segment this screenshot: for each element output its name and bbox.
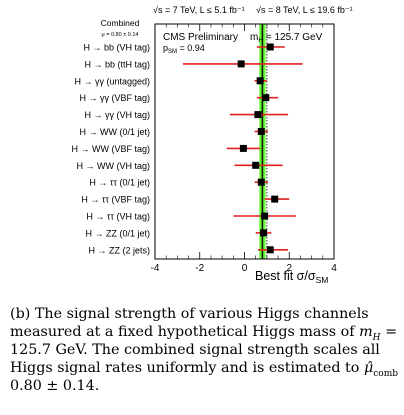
channel-row: H → WW (VH tag)	[77, 161, 283, 171]
psm-value: = 0.94	[177, 43, 205, 53]
x-tick-label: -4	[151, 263, 160, 274]
channel-label: H → WW (VBF tag)	[72, 144, 151, 154]
channel-row: H → ZZ (0/1 jet)	[85, 228, 272, 238]
caption-mu-subscript: comb	[373, 368, 398, 379]
in-plot-annotations: CMS Preliminary mH = 125.7 GeV pSM = 0.9…	[163, 32, 323, 55]
channel-row: H → γγ (VH tag)	[84, 110, 289, 120]
mass-symbol: m	[250, 32, 258, 43]
psm-subscript: SM	[168, 49, 177, 55]
channel-row: H → ττ (0/1 jet)	[89, 178, 268, 188]
best-fit-point	[271, 195, 279, 203]
psm-annotation: pSM = 0.94	[163, 43, 205, 55]
x-axis-label-sub: SM	[316, 275, 329, 285]
signal-strength-figure: √s = 7 TeV, L ≤ 5.1 fb⁻¹ √s = 8 TeV, L ≤…	[72, 5, 353, 285]
channel-label: H → ττ (VBF tag)	[81, 195, 150, 205]
caption-mass-subscript: H	[372, 332, 381, 343]
header-left: √s = 7 TeV, L ≤ 5.1 fb⁻¹	[153, 5, 245, 15]
best-fit-point	[260, 229, 268, 237]
mass-annotation: mH = 125.7 GeV	[250, 32, 323, 44]
caption-line-2-text: measured at a fixed hypothetical Higgs m…	[10, 324, 360, 340]
channel-row: H → γγ (untagged)	[74, 76, 267, 86]
caption-line-4: Higgs signal rates uniformly and is esti…	[10, 359, 404, 383]
channel-row: H → bb (VH tag)	[83, 43, 285, 53]
best-fit-point	[237, 60, 245, 68]
x-tick-label: 4	[331, 263, 337, 274]
channel-row: H → WW (VBF tag)	[72, 144, 261, 154]
caption-line-3: 125.7 GeV. The combined signal strength …	[10, 342, 380, 358]
x-axis-label-main: Best fit σ/σ	[255, 269, 316, 283]
channel-label: H → γγ (VBF tag)	[79, 93, 150, 103]
caption-line-2-end: =	[380, 324, 398, 340]
best-fit-point	[254, 111, 262, 119]
plot-frame	[154, 23, 335, 260]
x-axis-label: Best fit σ/σSM	[255, 269, 328, 285]
channel-label: H → γγ (untagged)	[74, 76, 150, 86]
channel-label: H → γγ (VH tag)	[84, 110, 150, 120]
combined-value-label: μ = 0.80 ± 0.14	[102, 32, 139, 38]
best-fit-point	[257, 128, 265, 135]
channel-label: H → bb (VH tag)	[83, 43, 150, 53]
best-fit-point	[257, 178, 265, 186]
caption-line-4-text: Higgs signal rates uniformly and is esti…	[10, 360, 364, 376]
x-axis-ticks: -4 -2 0 2 4	[151, 24, 337, 274]
channel-label: H → ZZ (2 jets)	[88, 245, 150, 255]
plot-border	[154, 23, 335, 260]
mass-value: = 125.7 GeV	[263, 32, 323, 43]
x-tick-label: 2	[286, 263, 292, 274]
combined-label: Combined	[101, 18, 140, 28]
channel-label: H → bb (ttH tag)	[84, 59, 150, 69]
psm-symbol: p	[163, 43, 168, 53]
caption-mu-hat: μ̂	[363, 360, 374, 376]
best-fit-point	[266, 43, 274, 51]
channel-label: H → ττ (0/1 jet)	[89, 178, 150, 188]
caption-line-5: 0.80 ± 0.14.	[10, 378, 100, 394]
channel-label: H → ττ (VH tag)	[86, 212, 150, 222]
channel-rows: H → bb (VH tag) H → bb (ttH tag) H → γγ (u…	[72, 43, 303, 255]
combined-label-group: Combined μ = 0.80 ± 0.14	[101, 18, 140, 38]
channel-label: H → WW (VH tag)	[77, 161, 151, 171]
cms-preliminary-label: CMS Preliminary	[163, 32, 238, 43]
plot-header: √s = 7 TeV, L ≤ 5.1 fb⁻¹ √s = 8 TeV, L ≤…	[153, 5, 353, 15]
caption-mass-symbol: m	[359, 324, 373, 340]
best-fit-point	[239, 144, 247, 152]
channel-label: H → ZZ (0/1 jet)	[85, 228, 150, 238]
x-tick-label: 0	[242, 263, 248, 274]
best-fit-point	[266, 246, 274, 254]
channel-label: H → WW (0/1 jet)	[79, 127, 150, 137]
best-fit-point	[256, 77, 264, 85]
caption-line-2: measured at a fixed hypothetical Higgs m…	[10, 323, 398, 347]
best-fit-point	[252, 161, 260, 169]
x-tick-label: -2	[195, 263, 204, 274]
best-fit-point	[261, 212, 269, 220]
channel-row: H → γγ (VBF tag)	[79, 93, 279, 103]
header-right: √s = 8 TeV, L ≤ 19.6 fb⁻¹	[256, 5, 353, 15]
caption-line-1: (b) The signal strength of various Higgs…	[10, 306, 369, 322]
caption-line-4-end: =	[398, 360, 404, 376]
best-fit-point	[262, 94, 270, 102]
channel-row: H → WW (0/1 jet)	[79, 127, 268, 137]
channel-row: H → bb (ttH tag)	[84, 59, 303, 69]
channel-row: H → ττ (VBF tag)	[81, 195, 290, 205]
channel-row: H → ττ (VH tag)	[86, 212, 296, 222]
mass-subscript: H	[258, 37, 263, 44]
channel-row: H → ZZ (2 jets)	[88, 245, 289, 255]
